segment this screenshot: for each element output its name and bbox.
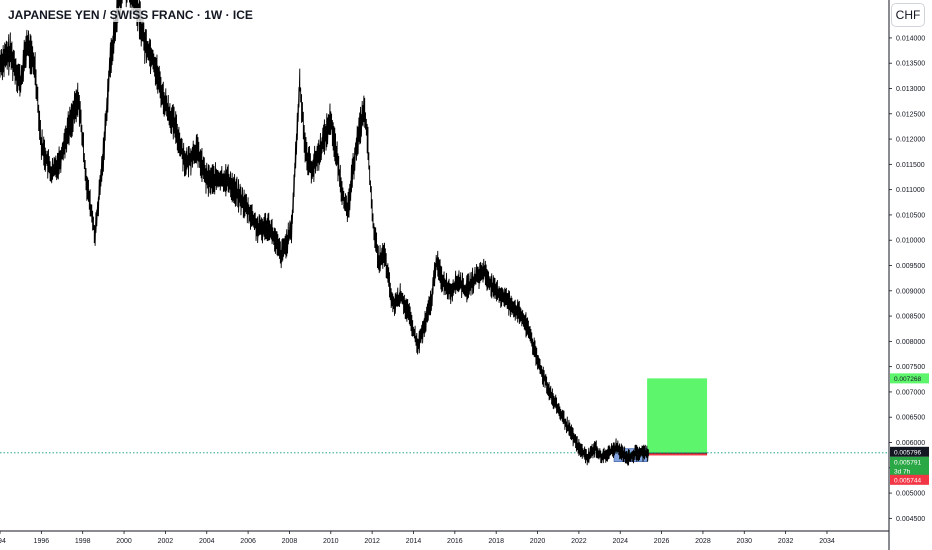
- price-tag-label: 0.005796: [894, 449, 921, 456]
- x-tick-label: 1998: [75, 538, 91, 545]
- price-tag-label: 0.005791: [894, 459, 921, 466]
- y-tick-label: 0.004500: [896, 516, 925, 523]
- x-tick-label: 2014: [406, 538, 422, 545]
- y-tick-label: 0.014000: [896, 35, 925, 42]
- y-tick-label: 0.005000: [896, 491, 925, 498]
- price-tag-countdown: 3d 7h: [890, 465, 929, 476]
- x-tick-label: 2030: [736, 538, 752, 545]
- price-tag-bg: [890, 474, 929, 485]
- x-tick-label: 994: [0, 538, 6, 545]
- x-tick-label: 2016: [447, 538, 463, 545]
- price-tag-last-price: 0.005796: [890, 446, 929, 457]
- x-tick-label: 2012: [364, 538, 380, 545]
- x-tick-label: 2034: [819, 538, 835, 545]
- x-tick-label: 2022: [571, 538, 587, 545]
- y-tick-label: 0.013500: [896, 61, 925, 68]
- x-tick-label: 2008: [282, 538, 298, 545]
- x-tick-label: 2032: [778, 538, 794, 545]
- y-tick-label: 0.009500: [896, 263, 925, 270]
- y-tick-label: 0.011500: [896, 162, 925, 169]
- position-tool-layer: [613, 378, 708, 463]
- y-tick-label: 0.008500: [896, 314, 925, 321]
- x-tick-label: 1996: [34, 538, 50, 545]
- price-tag-bg: [890, 465, 929, 476]
- x-tick-label: 2004: [199, 538, 215, 545]
- price-series-layer: [0, 0, 889, 466]
- y-tick-label: 0.010500: [896, 212, 925, 219]
- x-tick-label: 2024: [612, 538, 628, 545]
- price-tag-stop: 0.005744: [890, 474, 929, 485]
- y-tick-label: 0.013000: [896, 86, 925, 93]
- price-tag-bg: [890, 456, 929, 467]
- y-tick-label: 0.009000: [896, 288, 925, 295]
- price-tag-label: 3d 7h: [894, 468, 911, 475]
- x-tick-label: 2028: [695, 538, 711, 545]
- y-tick-label: 0.010000: [896, 238, 925, 245]
- x-tick-label: 2026: [654, 538, 670, 545]
- price-tags-layer: 0.007268 0.005796 0.005791 3d 7h 0.005744: [890, 373, 929, 485]
- y-tick-label: 0.011000: [896, 187, 925, 194]
- x-tick-label: 2006: [240, 538, 256, 545]
- y-tick-label: 0.007500: [896, 364, 925, 371]
- chart-title: JAPANESE YEN / SWISS FRANC · 1W · ICE: [6, 8, 255, 22]
- price-tag-label: 0.005744: [894, 477, 921, 484]
- x-tick-label: 2000: [116, 538, 132, 545]
- target-zone: [647, 378, 708, 454]
- price-tag-label: 0.007268: [894, 376, 921, 383]
- y-tick-label: 0.006500: [896, 415, 925, 422]
- y-tick-label: 0.006000: [896, 440, 925, 447]
- price-series-line: [0, 0, 649, 466]
- x-tick-label: 2010: [323, 538, 339, 545]
- x-tick-label: 2020: [530, 538, 546, 545]
- y-tick-label: 0.007000: [896, 389, 925, 396]
- price-tag-bg: [890, 446, 929, 457]
- x-tick-label: 2002: [158, 538, 174, 545]
- y-tick-label: 0.008000: [896, 339, 925, 346]
- price-tag-target: 0.007268: [890, 373, 929, 384]
- currency-button[interactable]: CHF: [891, 3, 925, 27]
- y-tick-label: 0.012500: [896, 111, 925, 118]
- price-tag-bg: [890, 373, 929, 384]
- stop-zone: [647, 453, 708, 456]
- price-tag-entry: 0.005791: [890, 456, 929, 467]
- x-tick-label: 2018: [488, 538, 504, 545]
- y-tick-label: 0.012000: [896, 137, 925, 144]
